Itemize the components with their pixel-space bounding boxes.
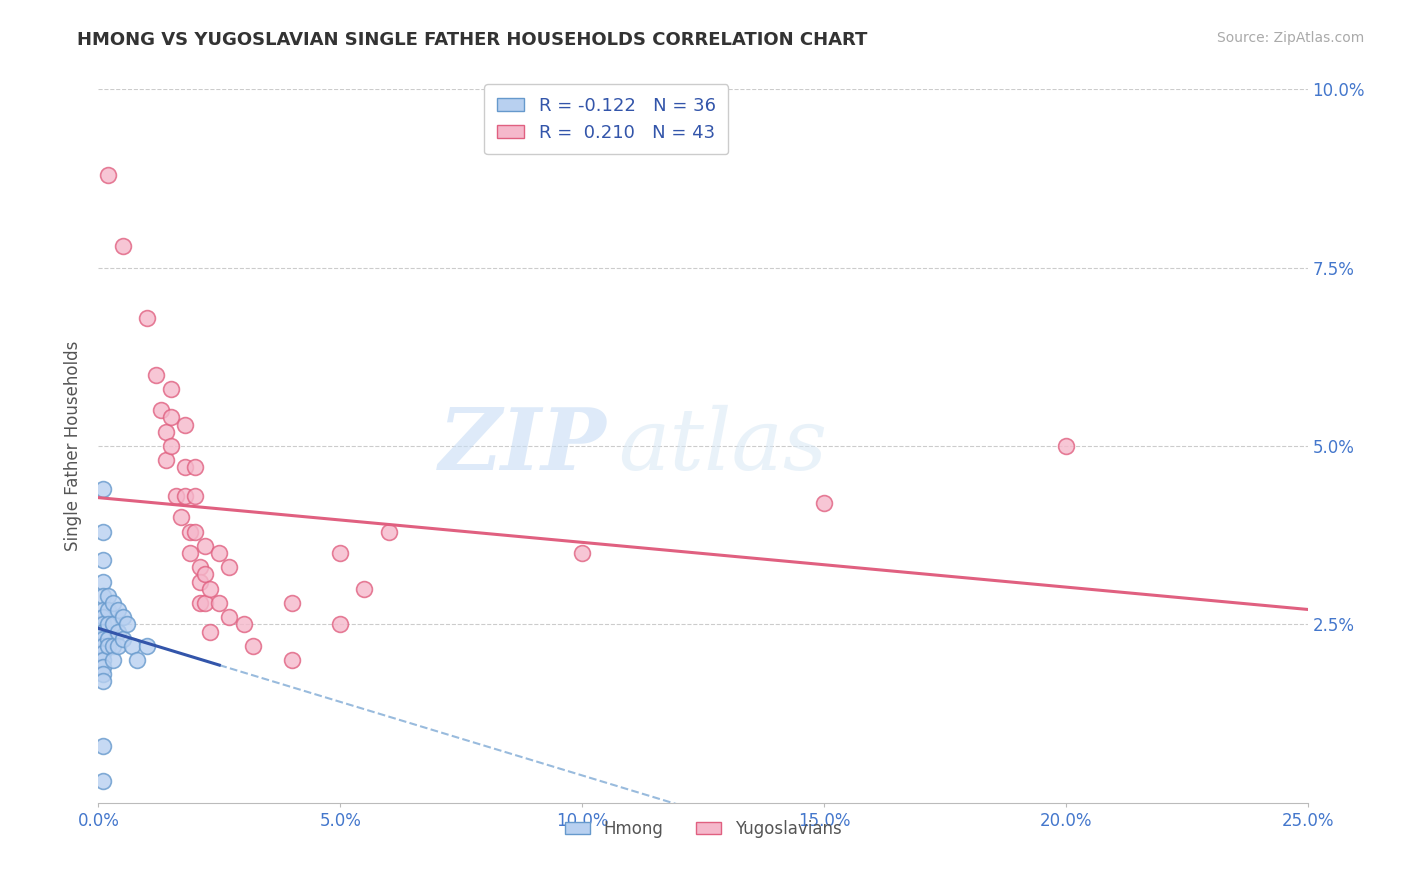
Point xyxy=(91,674,114,689)
Point xyxy=(208,596,231,610)
Point xyxy=(169,510,191,524)
Point xyxy=(111,632,134,646)
Point xyxy=(377,524,399,539)
Point xyxy=(160,410,183,425)
Point xyxy=(145,368,167,382)
Point xyxy=(91,603,114,617)
Point xyxy=(232,617,254,632)
Point xyxy=(194,539,217,553)
Point xyxy=(174,489,197,503)
Point xyxy=(97,632,120,646)
Point xyxy=(91,624,114,639)
Point xyxy=(101,639,124,653)
Point xyxy=(91,574,114,589)
Point xyxy=(188,560,211,574)
Point xyxy=(188,596,211,610)
Point xyxy=(329,546,352,560)
Point xyxy=(150,403,173,417)
Point xyxy=(91,646,114,660)
Point xyxy=(91,482,114,496)
Point xyxy=(174,417,197,432)
Point xyxy=(97,617,120,632)
Point xyxy=(101,653,124,667)
Point xyxy=(198,582,221,596)
Point xyxy=(165,489,187,503)
Point xyxy=(91,653,114,667)
Point xyxy=(184,460,207,475)
Point xyxy=(107,624,129,639)
Point xyxy=(135,310,157,325)
Point xyxy=(160,439,183,453)
Point xyxy=(97,589,120,603)
Point xyxy=(329,617,352,632)
Point xyxy=(218,610,240,624)
Legend: Hmong, Yugoslavians: Hmong, Yugoslavians xyxy=(558,814,848,845)
Point xyxy=(97,639,120,653)
Y-axis label: Single Father Households: Single Father Households xyxy=(65,341,83,551)
Point xyxy=(111,610,134,624)
Point xyxy=(184,524,207,539)
Point xyxy=(101,596,124,610)
Point xyxy=(91,610,114,624)
Point xyxy=(91,639,114,653)
Point xyxy=(571,546,593,560)
Point xyxy=(281,596,304,610)
Point xyxy=(107,603,129,617)
Point xyxy=(1054,439,1077,453)
Point xyxy=(97,168,120,182)
Point xyxy=(194,596,217,610)
Point xyxy=(174,460,197,475)
Text: HMONG VS YUGOSLAVIAN SINGLE FATHER HOUSEHOLDS CORRELATION CHART: HMONG VS YUGOSLAVIAN SINGLE FATHER HOUSE… xyxy=(77,31,868,49)
Point xyxy=(184,489,207,503)
Text: ZIP: ZIP xyxy=(439,404,606,488)
Point xyxy=(160,382,183,396)
Point xyxy=(91,617,114,632)
Point xyxy=(127,653,149,667)
Point xyxy=(242,639,264,653)
Point xyxy=(91,667,114,681)
Point xyxy=(135,639,157,653)
Point xyxy=(101,617,124,632)
Point xyxy=(188,574,211,589)
Point xyxy=(91,632,114,646)
Point xyxy=(218,560,240,574)
Point xyxy=(117,617,139,632)
Point xyxy=(155,425,177,439)
Point xyxy=(111,239,134,253)
Point xyxy=(813,496,835,510)
Point xyxy=(353,582,375,596)
Point xyxy=(91,524,114,539)
Point xyxy=(91,589,114,603)
Point xyxy=(208,546,231,560)
Point xyxy=(179,546,201,560)
Point xyxy=(179,524,201,539)
Text: atlas: atlas xyxy=(619,405,828,487)
Text: Source: ZipAtlas.com: Source: ZipAtlas.com xyxy=(1216,31,1364,45)
Point xyxy=(97,603,120,617)
Point xyxy=(198,624,221,639)
Point xyxy=(281,653,304,667)
Point xyxy=(155,453,177,467)
Point xyxy=(91,774,114,789)
Point xyxy=(121,639,143,653)
Point xyxy=(91,660,114,674)
Point xyxy=(91,739,114,753)
Point xyxy=(107,639,129,653)
Point xyxy=(91,553,114,567)
Point xyxy=(194,567,217,582)
